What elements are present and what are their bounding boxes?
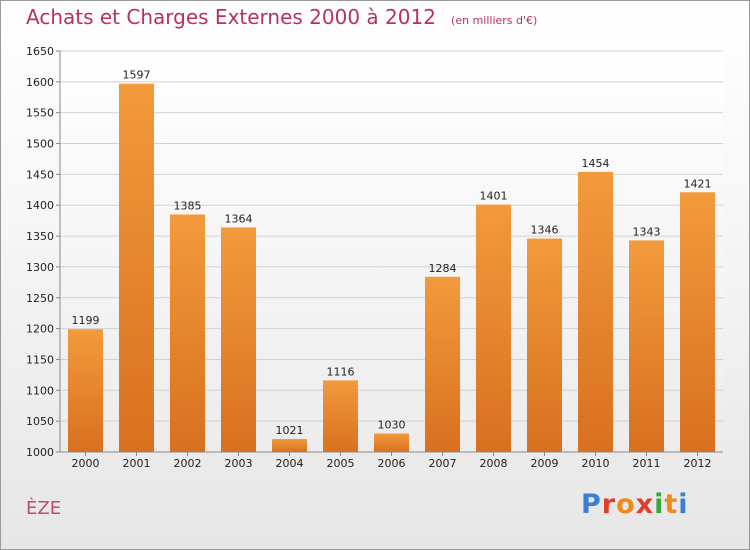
- bar-value-label: 1454: [582, 157, 610, 170]
- bar-value-label: 1116: [327, 365, 355, 378]
- y-axis-ticks: 1000 1050 1100 1150 1200 1250 1300 1350 1400 1450…: [26, 45, 60, 459]
- bar-value-label: 1346: [531, 224, 559, 237]
- x-axis-ticks: 2000 2001 2002 2003 2004 2005 2006 2007 2008 2009…: [72, 452, 712, 470]
- x-tick-label: 2006: [378, 457, 406, 470]
- y-tick-label: 1200: [26, 323, 54, 336]
- proxiti-logo[interactable]: Proxiti: [581, 489, 689, 520]
- x-tick-label: 2010: [582, 457, 610, 470]
- y-tick-label: 1450: [26, 168, 54, 181]
- bar: [374, 433, 409, 452]
- x-tick-label: 2001: [123, 457, 151, 470]
- logo-letter: x: [635, 489, 655, 520]
- bar-value-label: 1364: [225, 212, 253, 225]
- bar-value-label: 1030: [378, 418, 406, 431]
- y-tick-label: 1250: [26, 292, 54, 305]
- y-tick-label: 1550: [26, 107, 54, 120]
- bar-value-label: 1421: [684, 177, 712, 190]
- y-tick-label: 1300: [26, 261, 54, 274]
- plot-area: [60, 51, 723, 452]
- x-tick-label: 2007: [429, 457, 457, 470]
- x-tick-label: 2009: [531, 457, 559, 470]
- bar: [425, 276, 460, 452]
- bar: [221, 227, 256, 452]
- bar: [578, 171, 613, 452]
- logo-letter: i: [678, 489, 689, 520]
- logo-letter: o: [616, 489, 636, 520]
- x-tick-label: 2012: [684, 457, 712, 470]
- x-tick-label: 2004: [276, 457, 304, 470]
- logo-letter: r: [601, 489, 617, 520]
- logo-letter: P: [581, 489, 602, 520]
- bar: [68, 329, 103, 452]
- y-tick-label: 1650: [26, 45, 54, 58]
- bar: [272, 439, 307, 452]
- x-tick-label: 2003: [225, 457, 253, 470]
- y-tick-label: 1400: [26, 199, 54, 212]
- y-tick-label: 1150: [26, 353, 54, 366]
- bars: 1199 1597 1385 1364 1021 1116 1030 1284 1401 1346…: [68, 69, 715, 452]
- y-tick-label: 1350: [26, 230, 54, 243]
- bar-value-label: 1284: [429, 262, 457, 275]
- commune-name: ÈZE: [26, 498, 62, 519]
- logo-letter: i: [654, 489, 665, 520]
- bar-value-label: 1199: [72, 314, 100, 327]
- axes: [59, 51, 723, 453]
- bar-value-label: 1385: [174, 199, 202, 212]
- logo-letter: t: [664, 489, 679, 520]
- grid-lines: [60, 50, 723, 453]
- bar: [323, 380, 358, 452]
- bar: [170, 214, 205, 452]
- bar-value-label: 1021: [276, 424, 304, 437]
- bar-value-label: 1343: [633, 225, 661, 238]
- y-tick-label: 1000: [26, 446, 54, 459]
- y-tick-label: 1100: [26, 384, 54, 397]
- x-tick-label: 2002: [174, 457, 202, 470]
- chart-subtitle: (en milliers d'€): [451, 14, 538, 27]
- bar: [629, 240, 664, 452]
- y-tick-label: 1600: [26, 76, 54, 89]
- y-tick-label: 1500: [26, 138, 54, 151]
- y-tick-label: 1050: [26, 415, 54, 428]
- bar: [476, 204, 511, 452]
- x-tick-label: 2008: [480, 457, 508, 470]
- x-tick-label: 2011: [633, 457, 661, 470]
- bar-value-label: 1597: [123, 69, 151, 82]
- x-tick-label: 2005: [327, 457, 355, 470]
- bar: [680, 192, 715, 452]
- x-tick-label: 2000: [72, 457, 100, 470]
- title-block: Achats et Charges Externes 2000 à 2012 (…: [26, 5, 537, 29]
- bar-value-label: 1401: [480, 190, 508, 203]
- bar: [527, 238, 562, 452]
- chart-title: Achats et Charges Externes 2000 à 2012: [26, 5, 436, 29]
- bar: [119, 83, 154, 452]
